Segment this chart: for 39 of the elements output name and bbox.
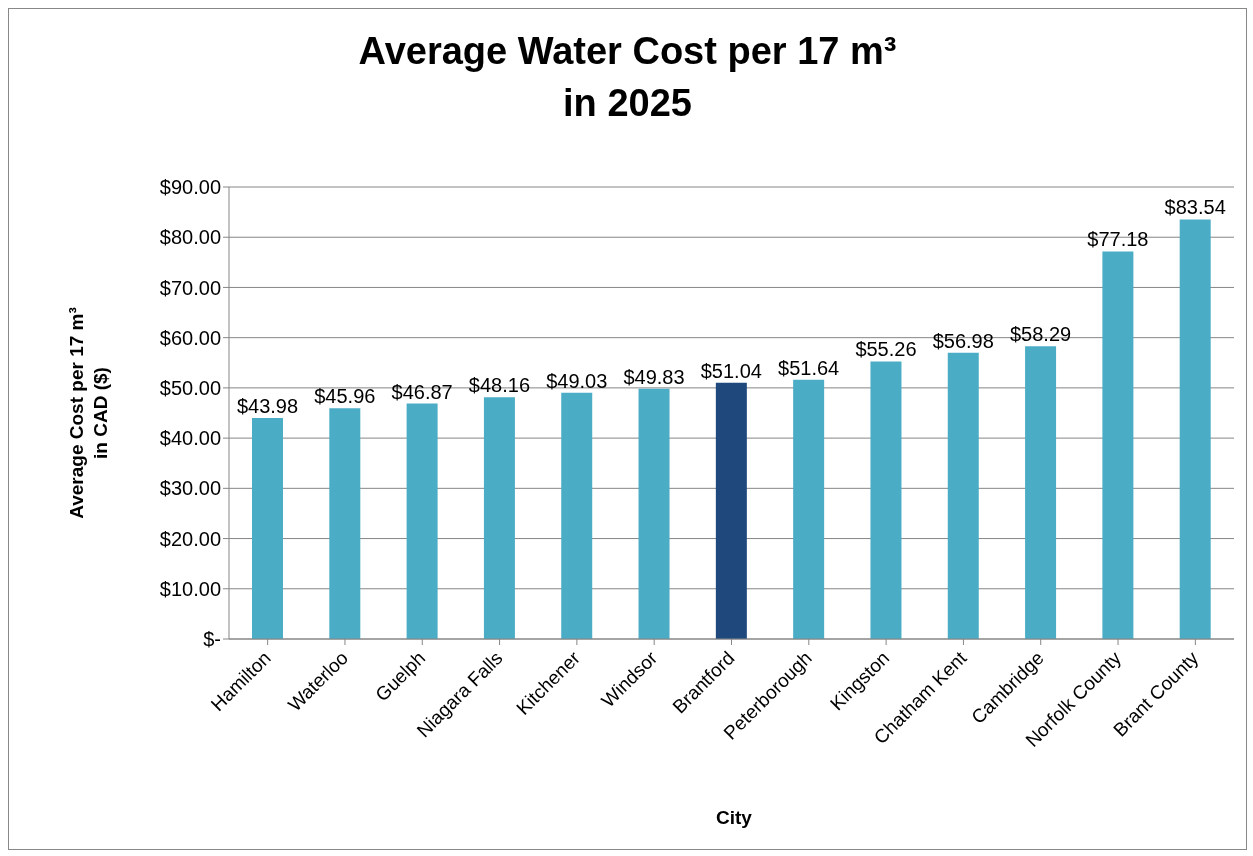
y-tick-label: $50.00 [159,376,221,399]
bar [561,392,593,639]
bar [406,403,438,639]
bar [1102,251,1134,639]
data-label: $51.04 [700,359,762,382]
bar [329,408,361,639]
y-tick-label: $30.00 [159,477,221,500]
bar [1025,346,1057,639]
y-tick-label: $90.00 [159,176,221,199]
bar [638,388,670,639]
chart-title: Average Water Cost per 17 m³ in 2025 [357,29,898,126]
y-tick-label: $40.00 [159,427,221,450]
y-tick-label: $60.00 [159,326,221,349]
y-tick-label: $80.00 [159,226,221,249]
y-tick-label: $70.00 [159,276,221,299]
data-label: $83.54 [1164,196,1226,219]
bar [947,352,979,639]
bar [483,397,515,639]
data-label: $51.64 [778,356,840,379]
y-axis-title: Average Cost per 17 m³ in CAD ($) [65,306,112,521]
bar [1179,219,1211,639]
data-label: $45.96 [314,385,376,408]
x-axis-title: City [715,807,753,829]
data-label: $43.98 [236,395,299,418]
y-tick-label: $10.00 [159,577,221,600]
data-label: $49.03 [546,369,608,392]
data-label: $48.16 [468,374,531,397]
bar [870,361,902,639]
bar [715,382,747,639]
data-label: $46.87 [391,380,453,403]
bar [252,418,283,639]
y-tick-label: $20.00 [159,527,221,550]
data-label: $49.83 [623,365,685,388]
bar [793,379,825,639]
data-label: $55.26 [855,338,917,361]
data-label: $56.98 [932,329,994,352]
data-label: $58.29 [1009,323,1072,346]
data-label: $77.18 [1087,228,1149,251]
y-tick-label: $- [203,628,221,651]
